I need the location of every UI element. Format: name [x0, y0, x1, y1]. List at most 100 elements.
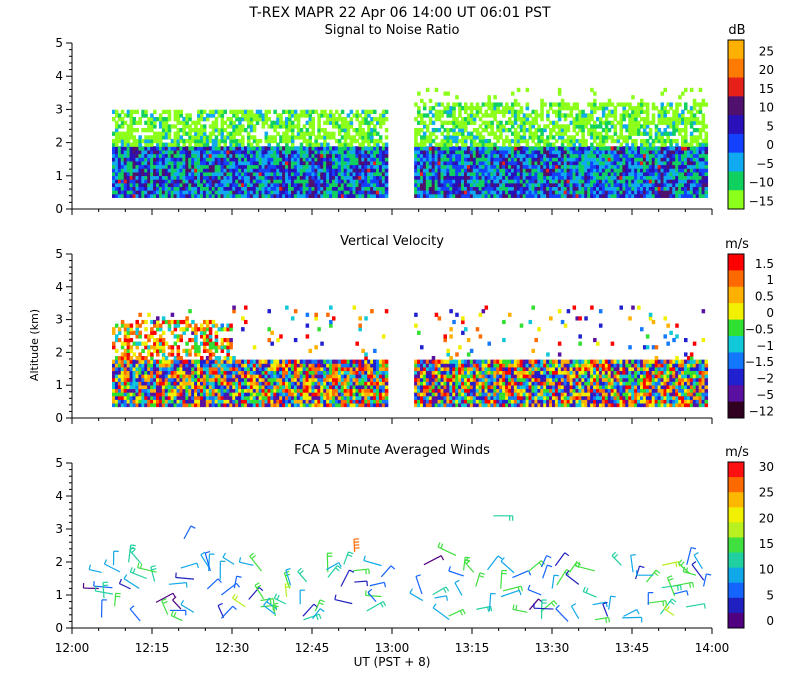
heatmap-cell [311, 146, 315, 151]
heatmap-cell [179, 175, 183, 180]
heatmap-cell [153, 109, 157, 114]
heatmap-cell [270, 157, 274, 162]
heatmap-cell [513, 135, 518, 140]
heatmap-cell [158, 179, 163, 184]
heatmap-cell [613, 171, 618, 177]
heatmap-cell [129, 164, 134, 169]
heatmap-cell [466, 160, 471, 166]
heatmap-cell [469, 117, 474, 122]
heatmap-cell [648, 186, 653, 191]
heatmap-cell [161, 135, 166, 140]
heatmap-cell [678, 153, 682, 158]
heatmap-cell [414, 193, 418, 198]
heatmap-cell [414, 138, 418, 144]
heatmap-cell [164, 182, 169, 188]
heatmap-cell [364, 164, 368, 169]
heatmap-cell [628, 149, 632, 155]
heatmap-cell [150, 359, 154, 364]
heatmap-cell [425, 164, 430, 169]
heatmap-cell [114, 149, 119, 155]
heatmap-cell [431, 146, 436, 151]
heatmap-cell [217, 153, 222, 158]
heatmap-cell [114, 186, 119, 191]
heatmap-cell [663, 120, 667, 125]
heatmap-cell [645, 182, 650, 188]
heatmap-cell [135, 186, 139, 191]
heatmap-cell [317, 117, 321, 122]
heatmap-cell [220, 190, 225, 195]
heatmap-cell [191, 157, 195, 162]
heatmap-cell [153, 330, 157, 335]
heatmap-cell [214, 359, 219, 364]
heatmap-cell [249, 113, 254, 118]
heatmap-cell [578, 168, 582, 173]
heatmap-cell [540, 153, 544, 158]
heatmap-cell [261, 168, 266, 173]
heatmap-cell [598, 164, 603, 169]
heatmap-cell [625, 142, 629, 147]
heatmap-cell [384, 171, 389, 177]
heatmap-cell [560, 106, 565, 111]
heatmap-cell [584, 120, 588, 125]
heatmap-cell [205, 384, 210, 390]
heatmap-cell [648, 182, 653, 188]
heatmap-cell [211, 190, 216, 195]
heatmap-cell [528, 149, 533, 155]
heatmap-cell [141, 399, 145, 404]
heatmap-cell [472, 149, 477, 155]
heatmap-cell [197, 127, 201, 133]
heatmap-cell [290, 190, 295, 195]
heatmap-cell [337, 175, 342, 180]
heatmap-cell [202, 334, 207, 339]
heatmap-cell [173, 138, 178, 144]
heatmap-cell [437, 146, 442, 151]
heatmap-cell [135, 381, 139, 386]
heatmap-cell [464, 146, 468, 151]
heatmap-cell [185, 171, 189, 177]
heatmap-cell [305, 193, 310, 198]
heatmap-cell [123, 402, 128, 408]
heatmap-cell [619, 113, 623, 118]
heatmap-cell [255, 168, 260, 173]
heatmap-cell [197, 164, 201, 169]
heatmap-cell [587, 179, 591, 184]
heatmap-cell [428, 131, 433, 136]
heatmap-cell [170, 363, 175, 368]
heatmap-cell [217, 182, 222, 188]
heatmap-cell [182, 374, 186, 379]
heatmap-cell [158, 131, 163, 136]
heatmap-cell [490, 186, 494, 191]
heatmap-cell [346, 160, 351, 166]
heatmap-cell [285, 171, 289, 177]
heatmap-cell [117, 330, 122, 335]
heatmap-cell [684, 149, 688, 155]
heatmap-cell [678, 146, 682, 151]
heatmap-cell [569, 160, 574, 166]
heatmap-cell [117, 370, 122, 375]
heatmap-cell [440, 131, 445, 136]
heatmap-cell [258, 168, 263, 173]
heatmap-cell [666, 179, 670, 184]
heatmap-cell [170, 124, 175, 129]
heatmap-cell [290, 142, 295, 147]
heatmap-cell [123, 334, 128, 339]
heatmap-cell [510, 179, 515, 184]
heatmap-cell [138, 377, 142, 382]
heatmap-cell [288, 160, 292, 166]
heatmap-cell [640, 131, 644, 136]
heatmap-cell [446, 153, 450, 158]
heatmap-cell [440, 190, 445, 195]
heatmap-cell [241, 168, 245, 173]
heatmap-cell [434, 168, 439, 173]
heatmap-cell [340, 120, 345, 125]
heatmap-cell [686, 171, 691, 177]
heatmap-cell [229, 124, 233, 129]
heatmap-cell [557, 164, 562, 169]
heatmap-cell [158, 392, 163, 397]
heatmap-cell [560, 131, 565, 136]
heatmap-cell [329, 193, 333, 198]
heatmap-cell [241, 135, 245, 140]
heatmap-cell [534, 182, 538, 188]
heatmap-cell [261, 153, 266, 158]
heatmap-cell [276, 142, 280, 147]
